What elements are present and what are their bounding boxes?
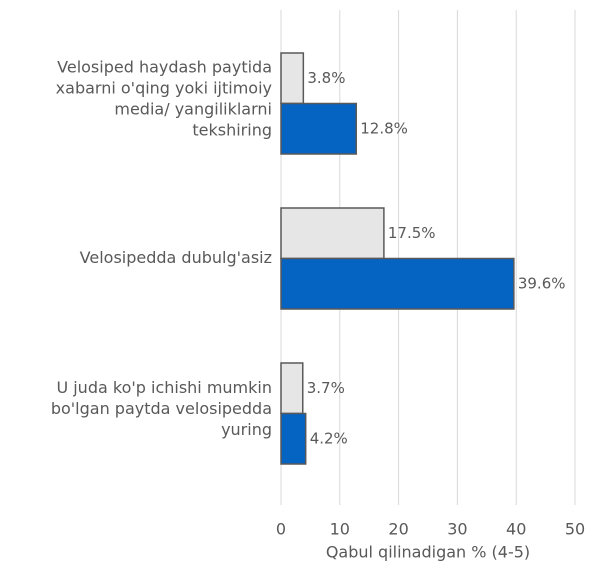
value-label: 3.8% xyxy=(307,69,345,87)
bar xyxy=(280,207,385,260)
category-label: Velosipedda dubulg'asiz xyxy=(80,248,272,267)
x-tick-label: 50 xyxy=(565,520,585,539)
category-label: Velosiped haydash paytida xyxy=(57,58,272,77)
category-label: xabarni o'qing yoki ijtimoiy xyxy=(56,79,272,98)
bar xyxy=(280,412,307,465)
value-label: 17.5% xyxy=(388,224,436,242)
bar xyxy=(280,52,305,105)
x-tick-label: 30 xyxy=(447,520,467,539)
category-label: yuring xyxy=(221,420,272,439)
value-label: 39.6% xyxy=(518,274,566,292)
bar xyxy=(280,257,515,310)
category-label: bo'lgan paytda velosipedda xyxy=(51,399,272,418)
x-tick-label: 20 xyxy=(388,520,408,539)
x-tick-label: 0 xyxy=(276,520,286,539)
value-label: 3.7% xyxy=(307,379,345,397)
category-label: tekshiring xyxy=(192,121,272,140)
category-label: media/ yangiliklarni xyxy=(114,100,272,119)
category-label: U juda ko'p ichishi mumkin xyxy=(56,378,272,397)
x-tick-label: 40 xyxy=(506,520,526,539)
bar xyxy=(280,362,304,415)
x-tick-label: 10 xyxy=(330,520,350,539)
value-label: 12.8% xyxy=(360,119,408,137)
value-label: 4.2% xyxy=(310,429,348,447)
x-axis-label: Qabul qilinadigan % (4-5) xyxy=(326,543,530,562)
bar xyxy=(280,102,358,155)
